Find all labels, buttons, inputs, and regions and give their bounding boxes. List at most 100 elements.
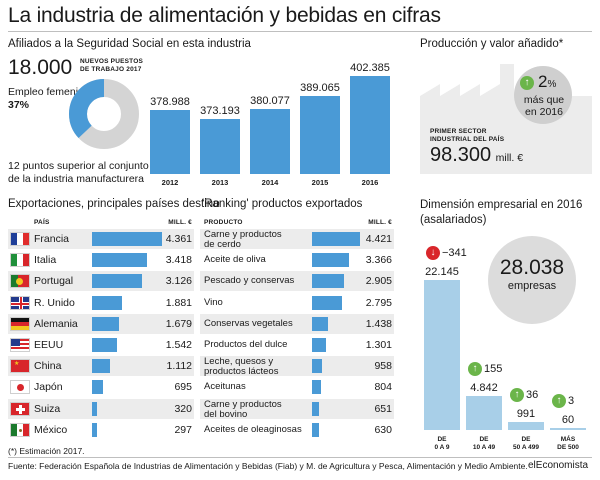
exports-bar [92, 295, 123, 310]
flag-stripe [11, 254, 17, 267]
ranking-product-label: Carne y productos del bovino [204, 399, 314, 420]
jp-flag-icon [10, 380, 30, 395]
affiliates-year-2015: 2015 [311, 178, 329, 187]
exports-country-label: México [34, 423, 68, 436]
company-size-category-line: 0 A 9 [434, 443, 450, 451]
ranking-bar [312, 232, 360, 246]
ranking-bar [312, 274, 344, 289]
total-companies-value: 28.038 [499, 256, 565, 279]
exports-country-label: Portugal [34, 275, 74, 288]
ranking-bar [312, 359, 323, 374]
affiliates-value-2013: 373.193 [200, 105, 240, 117]
affiliates-bar-2015 [300, 95, 340, 174]
new-jobs-label: NUEVOS PUESTOS DE TRABAJO 2017 [80, 58, 144, 73]
exports-bar [92, 253, 147, 268]
flag-stripe [11, 317, 29, 322]
company-size-category-line: 50 A 499 [513, 443, 539, 451]
ranking-bar [312, 316, 328, 331]
affiliates-bar-2012 [150, 110, 190, 174]
pt-flag-icon [10, 274, 30, 289]
exports-country-label: Alemania [34, 317, 78, 330]
exports-row-band [8, 398, 194, 419]
ranking-product-label: Leche, quesos y productos lácteos [204, 357, 314, 377]
company-size-value: 22.145 [425, 266, 459, 278]
ranking-product-line: Aceites de oleaginosas [204, 423, 302, 435]
flag-stripe [11, 339, 20, 346]
company-size-bar [466, 396, 502, 430]
exports-bar [92, 422, 97, 437]
company-size-category: DE 10 A 49 [464, 436, 504, 451]
affiliates-bar-2016 [350, 76, 390, 174]
exports-value-label: 695 [174, 381, 192, 394]
ranking-value-label: 4.421 [365, 233, 392, 245]
ranking-bar [312, 380, 321, 395]
company-size-category: DE 50 A 499 [506, 436, 546, 451]
exports-country-label: Suiza [34, 402, 61, 415]
exports-bar [92, 401, 98, 416]
company-size-category-line: DE [479, 436, 489, 443]
source-note: Fuente: Federación Española de Industria… [8, 461, 528, 471]
ranking-bar [312, 295, 343, 310]
col-product-header: PRODUCTO [204, 219, 243, 226]
ranking-value-label: 804 [374, 381, 392, 394]
footer-divider [8, 457, 592, 458]
company-size-category-line: MÁS [560, 436, 576, 443]
company-size-change: 36 [526, 389, 539, 401]
it-flag-icon [10, 253, 30, 268]
ranking-bar [312, 338, 327, 352]
flag-stripe [11, 321, 29, 326]
affiliates-value-2012: 378.988 [150, 96, 190, 109]
ranking-value-label: 2.905 [365, 275, 392, 288]
ranking-product-label: Carne y productos de cerdo [204, 230, 314, 250]
ranking-bar [312, 253, 349, 268]
affiliates-value-2016: 402.385 [350, 62, 390, 74]
ranking-value-label: 1.438 [365, 317, 392, 330]
produccion-title: Producción y valor añadido* [420, 38, 564, 50]
company-size-category-line: 10 A 49 [472, 443, 496, 451]
arrow-down-icon: ↓ [426, 246, 440, 260]
exports-bar [92, 274, 143, 289]
ranking-product-line: Carne y productos [204, 229, 282, 240]
exports-country-label: R. Unido [34, 296, 75, 309]
exports-bar [92, 359, 110, 374]
affiliates-value-2015: 389.065 [300, 81, 340, 94]
ranking-value-label: 2.795 [365, 296, 392, 309]
us-flag-icon [10, 338, 30, 352]
affiliates-value-2014: 380.077 [250, 94, 290, 107]
company-size-category-line: DE 500 [557, 443, 579, 451]
ranking-row-band [200, 398, 394, 419]
growth-text: más que en 2016 [523, 94, 565, 118]
exports-value-label: 1.679 [165, 317, 192, 330]
ranking-value-label: 3.366 [365, 254, 392, 267]
exports-value-label: 320 [174, 402, 192, 415]
company-size-value: 991 [516, 408, 536, 420]
ranking-product-line: Pescado y conservas [204, 275, 295, 287]
exports-value-label: 3.126 [165, 275, 192, 288]
affiliates-year-2013: 2013 [211, 178, 229, 187]
affiliates-bar-chart: 378.988 2012 373.193 2013 380.077 2014 389.065… [150, 60, 400, 192]
company-size-bar [550, 428, 586, 430]
sector-label: PRIMER SECTOR INDUSTRIAL DEL PAÍS [430, 128, 505, 143]
ranking-row-band [200, 313, 394, 334]
ranking-product-line: de cerdo [204, 239, 241, 250]
ranking-value-label: 1.301 [365, 339, 392, 351]
flag-stripe: ★ [14, 361, 20, 368]
gb-flag-icon [10, 295, 30, 310]
exports-value-label: 297 [174, 423, 192, 436]
ranking-bar [312, 422, 319, 437]
fr-flag-icon [10, 232, 30, 246]
flag-stripe [23, 423, 29, 436]
exports-value-label: 4.361 [165, 233, 192, 245]
company-size-value: 60 [561, 414, 575, 426]
flag-stripe [23, 233, 29, 245]
ranking-bar [312, 401, 320, 416]
flag-stripe [20, 296, 22, 309]
exports-bar [92, 316, 119, 331]
female-employment-donut [69, 79, 139, 149]
exports-value-label: 3.418 [165, 254, 192, 267]
company-size-change: 3 [568, 395, 575, 407]
ranking-row-band [200, 356, 394, 377]
ranking-value-label: 958 [374, 360, 392, 373]
affiliates-year-2016: 2016 [361, 178, 379, 187]
company-size-category: MÁS DE 500 [548, 436, 588, 451]
